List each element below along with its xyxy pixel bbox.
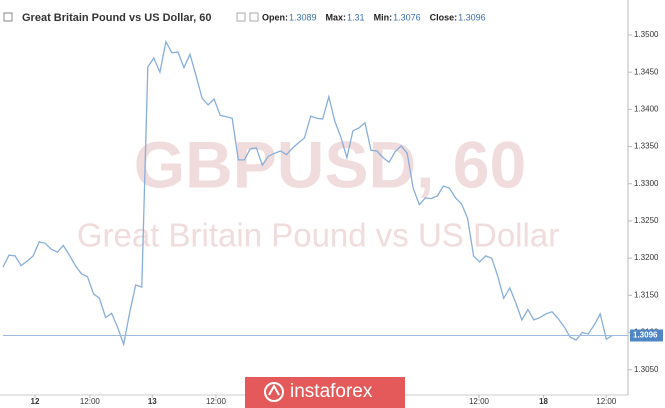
- y-tick-label: 1.3150: [634, 290, 659, 299]
- x-tick-label: 12:00: [206, 397, 227, 406]
- icon[interactable]: [236, 12, 246, 22]
- y-tick-label: 1.3300: [634, 179, 659, 188]
- y-tick-label: 1.3450: [634, 67, 659, 76]
- ohlc-value: 1.31: [347, 12, 365, 22]
- menu-icon[interactable]: [3, 12, 13, 22]
- x-tick-label: 12:00: [596, 397, 617, 406]
- ohlc-value: 1.3096: [458, 12, 486, 22]
- x-tick-label: 12:00: [469, 397, 490, 406]
- y-tick-label: 1.3050: [634, 365, 659, 374]
- y-tick-label: 1.3500: [634, 30, 659, 39]
- watermark-name: Great Britain Pound vs US Dollar: [77, 217, 559, 254]
- banner-text: instaforex: [290, 381, 373, 402]
- x-tick-label: 12: [31, 397, 40, 406]
- last-price-box: [630, 329, 663, 342]
- ohlc-value: 1.3089: [289, 12, 317, 22]
- y-tick-label: 1.3350: [634, 142, 659, 151]
- x-tick-label: 12:00: [80, 397, 101, 406]
- ohlc-label: Open:: [262, 12, 288, 22]
- ohlc-value: 1.3076: [393, 12, 421, 22]
- x-tick-label: 13: [148, 397, 157, 406]
- banner-logo: [268, 383, 280, 396]
- ohlc-label: Close:: [430, 12, 458, 22]
- icon[interactable]: [249, 12, 259, 22]
- chart-title: Great Britain Pound vs US Dollar, 60: [22, 12, 212, 24]
- x-tick-label: 18: [539, 397, 548, 406]
- ohlc-label: Max:: [326, 12, 347, 22]
- y-tick-label: 1.3200: [634, 253, 659, 262]
- ohlc-label: Min:: [374, 12, 393, 22]
- banner-logo: [264, 382, 284, 402]
- watermark-symbol: GBPUSD, 60: [134, 127, 526, 201]
- last-price-label: 1.3096: [633, 331, 658, 340]
- y-tick-label: 1.3250: [634, 216, 659, 225]
- price-line: [2, 39, 613, 347]
- banner[interactable]: [245, 377, 405, 408]
- y-tick-label: 1.3400: [634, 104, 659, 113]
